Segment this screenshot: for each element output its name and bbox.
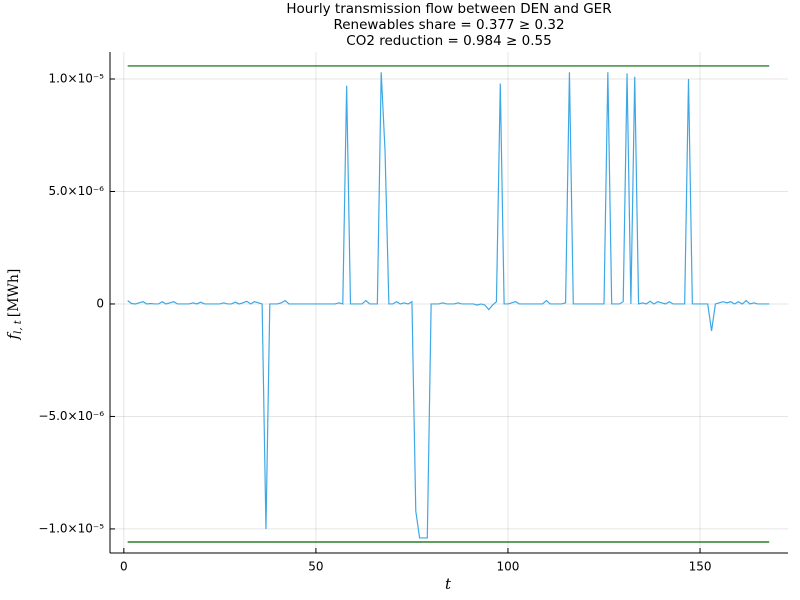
x-tick-label: 100 [497,560,520,574]
series-line [127,72,770,539]
x-tick-label: 0 [120,560,128,574]
y-axis-label: fl, t[MWh] [4,269,24,341]
chart-title: CO2 reduction = 0.984 ≥ 0.55 [346,33,551,49]
y-tick-label: −1.0×10⁻⁵ [38,521,104,535]
y-label-symbol: f [4,331,22,340]
y-tick-label: −5.0×10⁻⁶ [38,409,104,423]
y-tick-label: 5.0×10⁻⁶ [48,184,104,198]
y-label-unit: [MWh] [6,269,22,318]
chart-title: Hourly transmission flow between DEN and… [286,1,611,17]
y-tick-label: 0 [96,296,104,310]
y-label-subscript: l, t [13,319,24,334]
x-tick-label: 50 [308,560,323,574]
x-tick-label: 150 [689,560,712,574]
y-tick-label: 1.0×10⁻⁵ [48,71,104,85]
chart-title: Renewables share = 0.377 ≥ 0.32 [333,17,564,33]
x-axis-label: t [445,575,452,593]
